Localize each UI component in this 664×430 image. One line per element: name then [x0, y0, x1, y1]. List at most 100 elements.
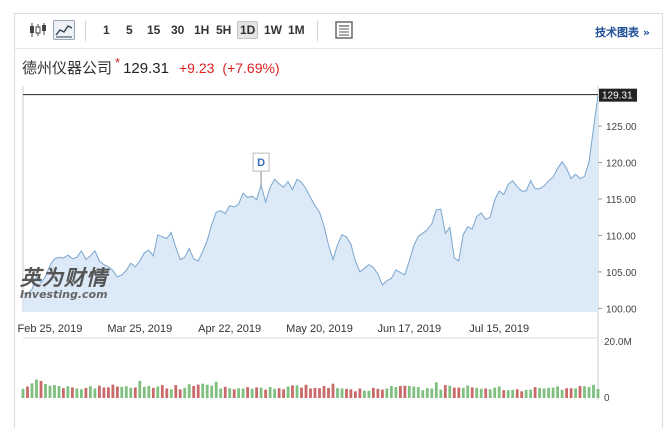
quote-header: 德州仪器公司 * 129.31 +9.23 (+7.69%)	[22, 55, 288, 78]
volume-bar	[497, 386, 501, 398]
volume-bar	[120, 386, 124, 398]
volume-bar	[156, 386, 160, 398]
period-15min-button[interactable]: 15	[147, 23, 161, 37]
volume-bar	[322, 386, 326, 398]
watermark-cn: 英为财情	[20, 266, 108, 290]
volume-bar	[84, 387, 88, 398]
volume-bar	[403, 385, 407, 398]
volume-bar	[596, 389, 600, 398]
volume-bar	[488, 389, 492, 398]
volume-bar	[349, 389, 353, 398]
x-tick-label: Mar 25, 2019	[107, 323, 172, 335]
volume-bar	[304, 384, 308, 398]
volume-bar	[255, 387, 258, 398]
volume-bar	[493, 387, 497, 398]
volume-bar	[529, 389, 532, 398]
last-price: 129.31	[123, 60, 169, 77]
volume-bar	[515, 389, 519, 398]
period-1min-button[interactable]: 1	[103, 23, 110, 37]
technical-chart-link[interactable]: 技术图表 »	[595, 26, 650, 39]
volume-bar	[102, 387, 106, 398]
volume-bar	[340, 388, 344, 398]
volume-bar	[151, 387, 155, 398]
volume-bar	[169, 389, 173, 398]
volume-bar	[439, 389, 443, 398]
volume-bar	[574, 388, 577, 398]
volume-bar	[111, 384, 115, 398]
volume-bar	[53, 385, 56, 398]
volume-bar	[66, 386, 70, 398]
volume-bar	[124, 386, 128, 398]
volume-bar	[223, 386, 227, 398]
volume-bar	[246, 387, 249, 398]
volume-bar	[273, 388, 276, 398]
volume-bar	[30, 383, 34, 398]
volume-bar	[35, 379, 38, 398]
line-chart-icon[interactable]	[53, 20, 75, 40]
volume-bar	[174, 385, 178, 398]
volume-bar	[264, 389, 267, 398]
volume-bar	[133, 387, 137, 398]
dividend-marker-box	[252, 152, 270, 172]
volume-bar	[524, 389, 528, 398]
y-tick-label: 120.00	[606, 159, 637, 170]
period-1m-button[interactable]: 1M	[288, 23, 305, 37]
period-1w-button[interactable]: 1W	[264, 23, 282, 37]
volume-bar	[178, 389, 182, 398]
volume-bar	[358, 388, 362, 398]
toolbar-divider	[317, 21, 318, 41]
volume-bar	[295, 385, 299, 398]
volume-bar	[583, 386, 586, 398]
period-1d-button[interactable]: 1D	[237, 21, 259, 39]
volume-bar	[484, 388, 488, 398]
volume-bar	[592, 384, 595, 398]
x-tick-label: Apr 22, 2019	[198, 323, 261, 335]
dividend-marker-label: D	[257, 157, 265, 169]
period-5min-button[interactable]: 5	[126, 23, 133, 37]
volume-bar	[425, 388, 429, 398]
candlestick-icon[interactable]	[27, 20, 49, 40]
volume-bar	[313, 387, 317, 398]
volume-bar	[300, 387, 303, 398]
volume-bar	[160, 385, 164, 398]
volume-bar	[551, 387, 555, 398]
volume-bar	[98, 385, 101, 398]
volume-bar	[327, 387, 330, 398]
volume-bar	[205, 384, 209, 398]
volume-bar	[367, 390, 371, 398]
period-30min-button[interactable]: 30	[171, 23, 185, 37]
volume-bar	[142, 386, 146, 398]
volume-bar	[511, 389, 515, 398]
volume-bar	[372, 387, 375, 398]
y-tick-label: 115.00	[606, 195, 636, 206]
volume-bar	[475, 387, 479, 398]
volume-bar	[363, 390, 366, 398]
toolbar-divider	[85, 21, 86, 41]
volume-bar	[470, 387, 474, 398]
price-change-percent: (+7.69%)	[222, 60, 280, 76]
volume-bar	[560, 389, 564, 398]
volume-bar	[331, 383, 335, 398]
volume-bar	[210, 385, 214, 398]
table-icon[interactable]	[333, 20, 355, 40]
volume-bar	[416, 387, 420, 398]
volume-bar	[89, 386, 92, 398]
volume-bar	[201, 383, 205, 398]
volume-bar	[277, 388, 281, 398]
volume-bar	[62, 388, 65, 398]
volume-bar	[434, 382, 438, 398]
period-1h-button[interactable]: 1H	[194, 23, 210, 37]
volume-bar	[448, 385, 452, 398]
volume-bar	[107, 387, 110, 398]
volume-bar	[394, 387, 398, 398]
price-change: +9.23	[178, 60, 215, 76]
volume-bar	[282, 389, 285, 398]
chart-toolbar: 1 5 15 30 1H 5H 1D 1W 1M 技术图表 »	[15, 14, 662, 49]
volume-bar	[502, 390, 506, 398]
volume-bar	[228, 388, 232, 398]
volume-bar	[578, 386, 582, 398]
volume-bar	[196, 384, 200, 398]
volume-bar	[259, 387, 263, 398]
period-5h-button[interactable]: 5H	[216, 23, 232, 37]
